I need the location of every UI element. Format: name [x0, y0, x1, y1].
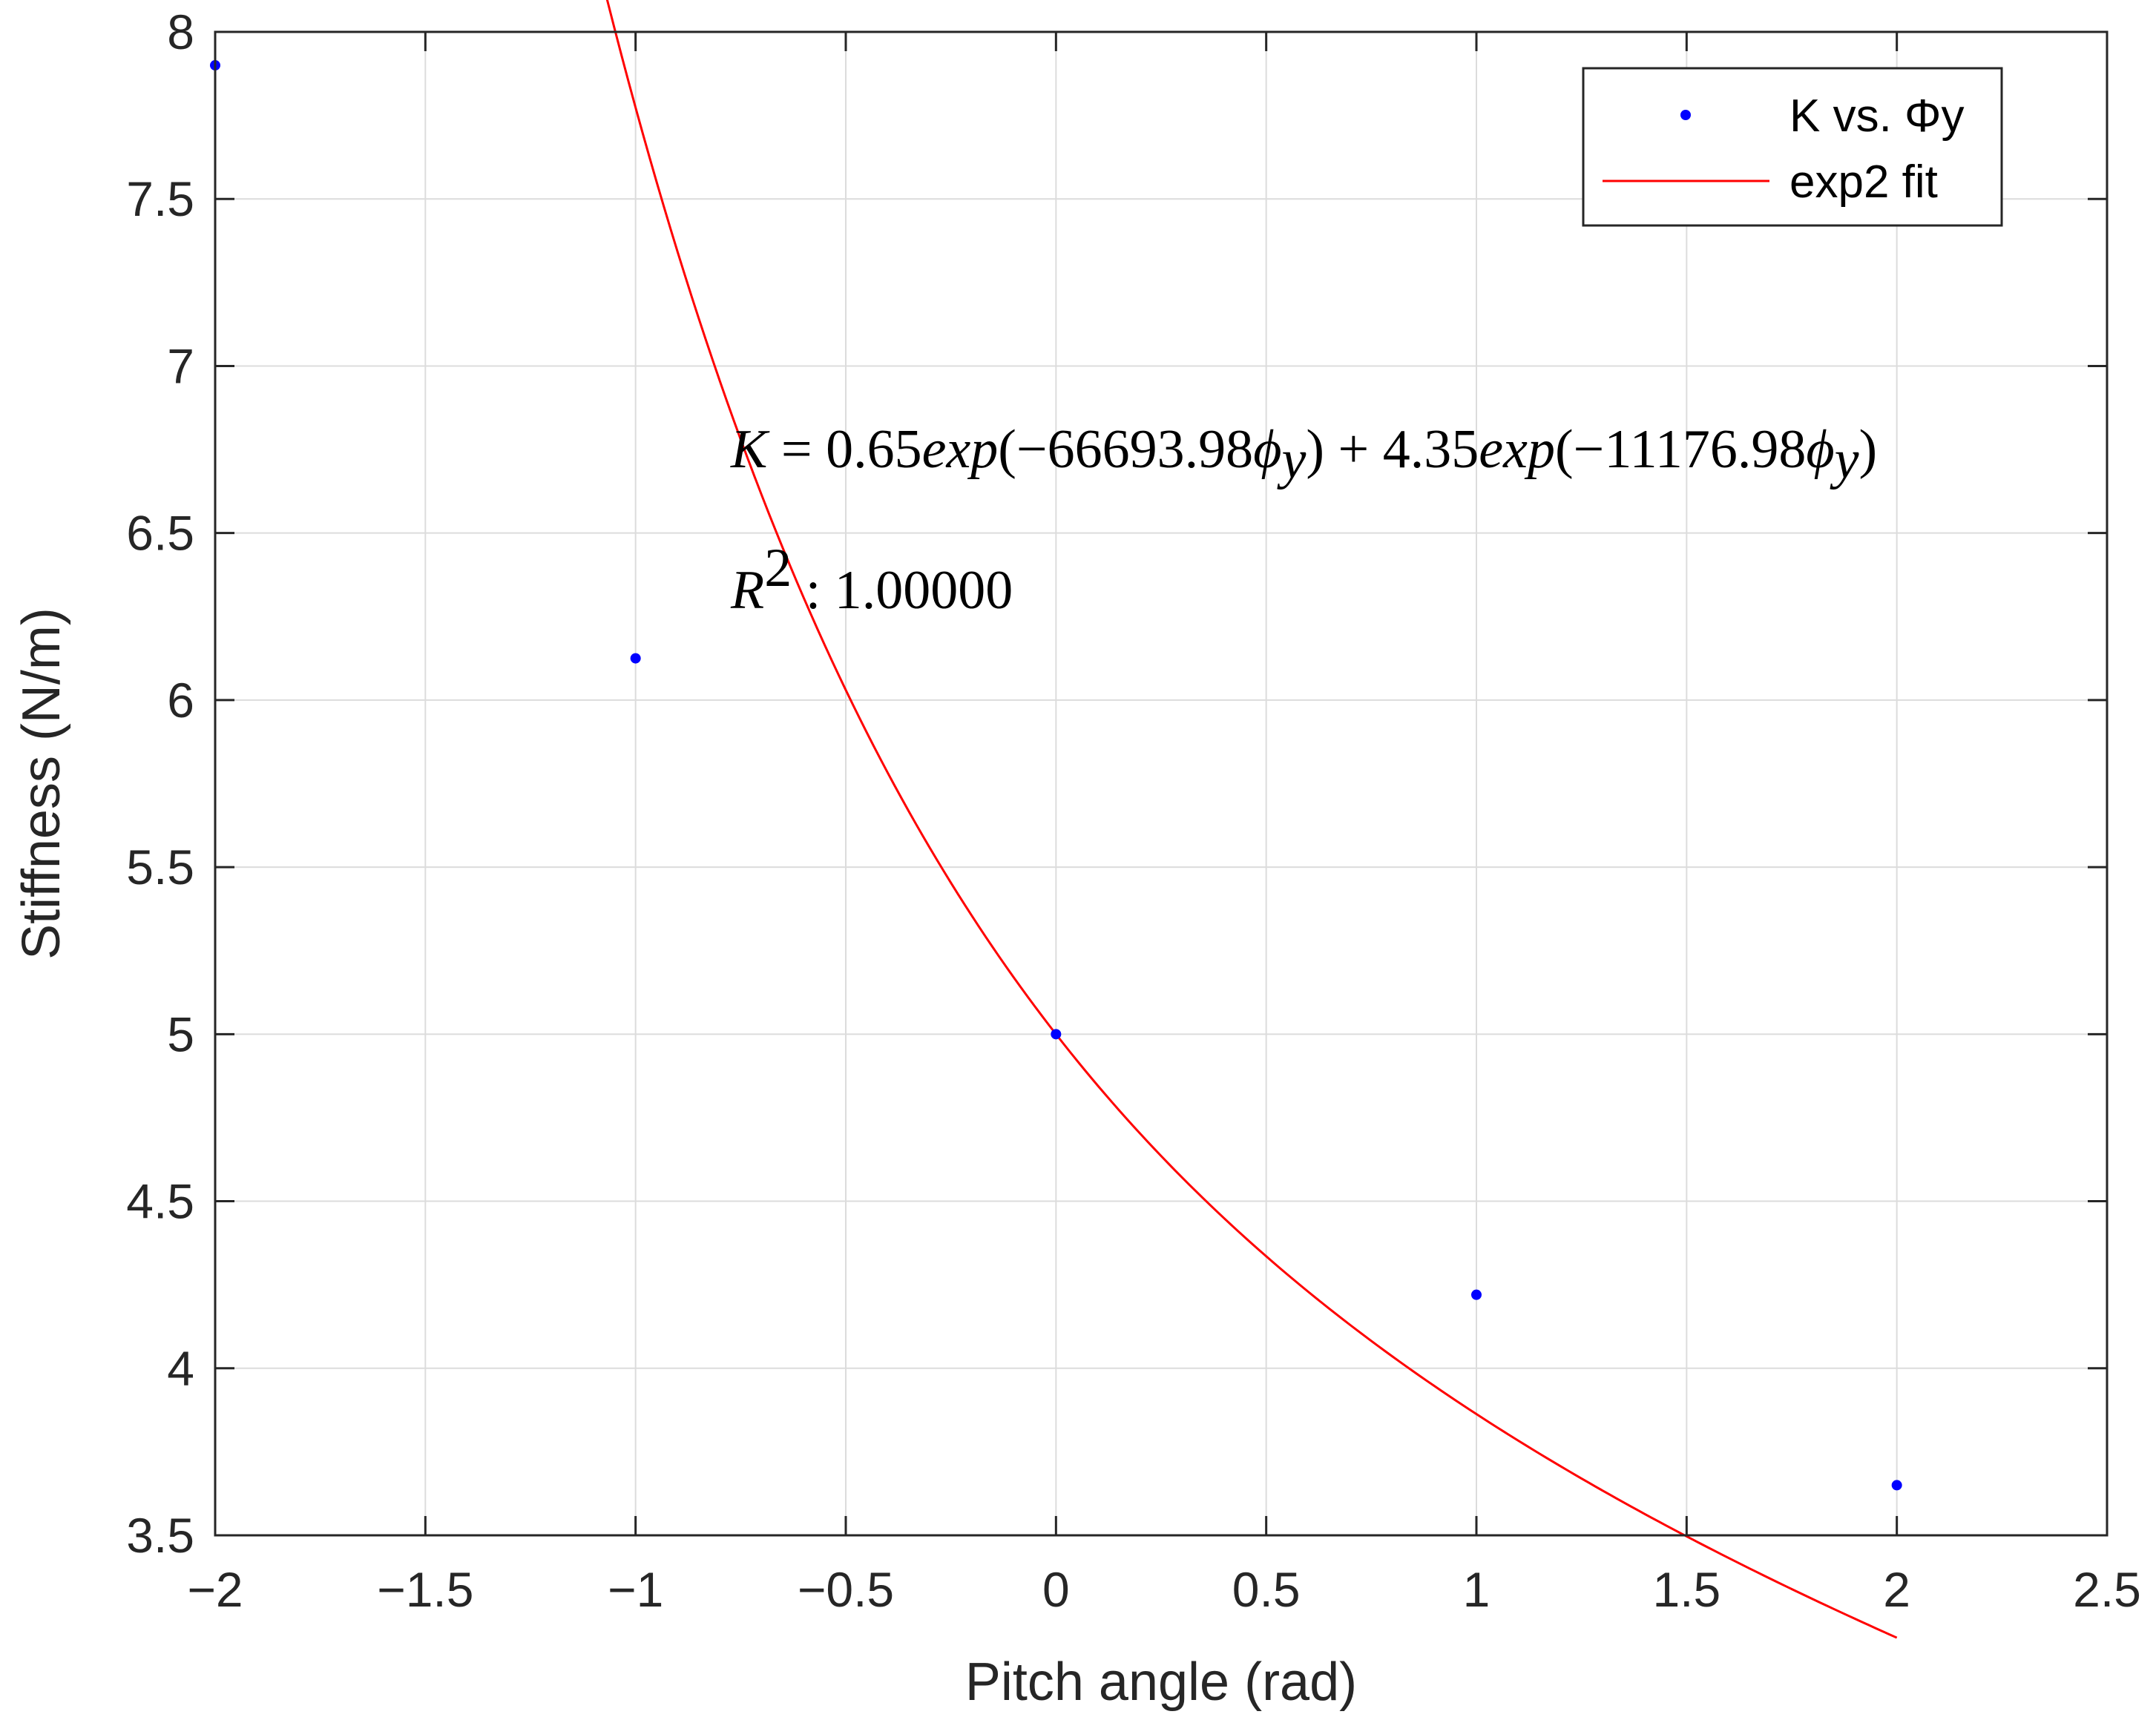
y-tick-label-4: 5.5 [126, 840, 194, 894]
eq-plus: ) + 4.35 [1306, 419, 1479, 480]
r2-sup: 2 [764, 538, 792, 599]
axes-frame [214, 30, 2109, 1537]
x-tick-label-8: 2 [1883, 1562, 1910, 1617]
tick-marks [214, 30, 2109, 1537]
r2-r: R [730, 560, 764, 621]
y-axis-label: Stiffness (N/m) [12, 607, 71, 960]
eq-k: K [730, 419, 770, 480]
legend-label-fit: exp2 fit [1789, 156, 1938, 208]
eq-exp-1: exp [922, 419, 999, 480]
y-tick-label-2: 4.5 [126, 1174, 194, 1229]
eq-arg-2: (−11176.98 [1555, 419, 1806, 480]
y-tick-label-1: 4 [167, 1341, 194, 1396]
eq-sub-1: y [1277, 429, 1307, 490]
eq-phi-2: ϕ [1806, 419, 1834, 480]
eq-arg-1: (−66693.98 [998, 419, 1253, 480]
legend[interactable]: K vs. Φy exp2 fit [1582, 67, 2003, 227]
eq-phi-1: ϕ [1253, 419, 1281, 480]
y-tick-label-6: 6.5 [126, 506, 194, 561]
y-tick-label-9: 8 [167, 4, 194, 59]
x-tick-label-6: 1 [1463, 1562, 1491, 1617]
x-tick-label-3: −0.5 [798, 1562, 894, 1617]
eq-close: ) [1859, 419, 1878, 480]
fit-equation-annotation: K = 0.65exp(−66693.98ϕy) + 4.35exp(−1117… [730, 419, 1877, 490]
x-tick-label-9: 2.5 [2073, 1562, 2141, 1617]
series-layer [210, 0, 1902, 1639]
r2-value: : 1.00000 [792, 560, 1013, 621]
legend-label-scatter: K vs. Φy [1789, 90, 1965, 142]
x-tick-label-1: −1.5 [377, 1562, 473, 1617]
eq-equals: = 0.65 [767, 419, 921, 480]
eq-exp-2: exp [1479, 419, 1555, 480]
y-tick-label-0: 3.5 [126, 1508, 194, 1563]
x-axis-label: Pitch angle (rad) [965, 1653, 1357, 1712]
y-tick-label-5: 6 [167, 673, 194, 728]
y-tick-label-3: 5 [167, 1006, 194, 1061]
plot-border [214, 30, 2109, 1537]
data-point-3 [1471, 1289, 1482, 1300]
data-point-4 [1891, 1480, 1902, 1491]
y-tick-label-7: 7 [167, 338, 194, 393]
x-tick-label-5: 0.5 [1232, 1562, 1301, 1617]
data-point-2 [1051, 1029, 1062, 1040]
x-tick-label-4: 0 [1042, 1562, 1070, 1617]
legend-box [1582, 67, 2003, 227]
plot-background [215, 32, 2107, 1535]
r-squared-annotation: R2 : 1.00000 [730, 538, 1013, 621]
x-tick-label-0: −2 [187, 1562, 243, 1617]
legend-marker-scatter [1680, 110, 1691, 120]
x-tick-label-2: −1 [608, 1562, 663, 1617]
tick-labels: −2 −1.5 −1 −0.5 0 0.5 1 1.5 2 2.5 3.5 4 4.5 5 5.5 6 6.5 7… [126, 4, 2141, 1617]
data-point-1 [630, 653, 641, 664]
eq-sub-2: y [1830, 429, 1859, 490]
plot-area [215, 32, 2107, 1535]
x-tick-label-7: 1.5 [1652, 1562, 1720, 1617]
y-tick-label-8: 7.5 [126, 171, 194, 226]
